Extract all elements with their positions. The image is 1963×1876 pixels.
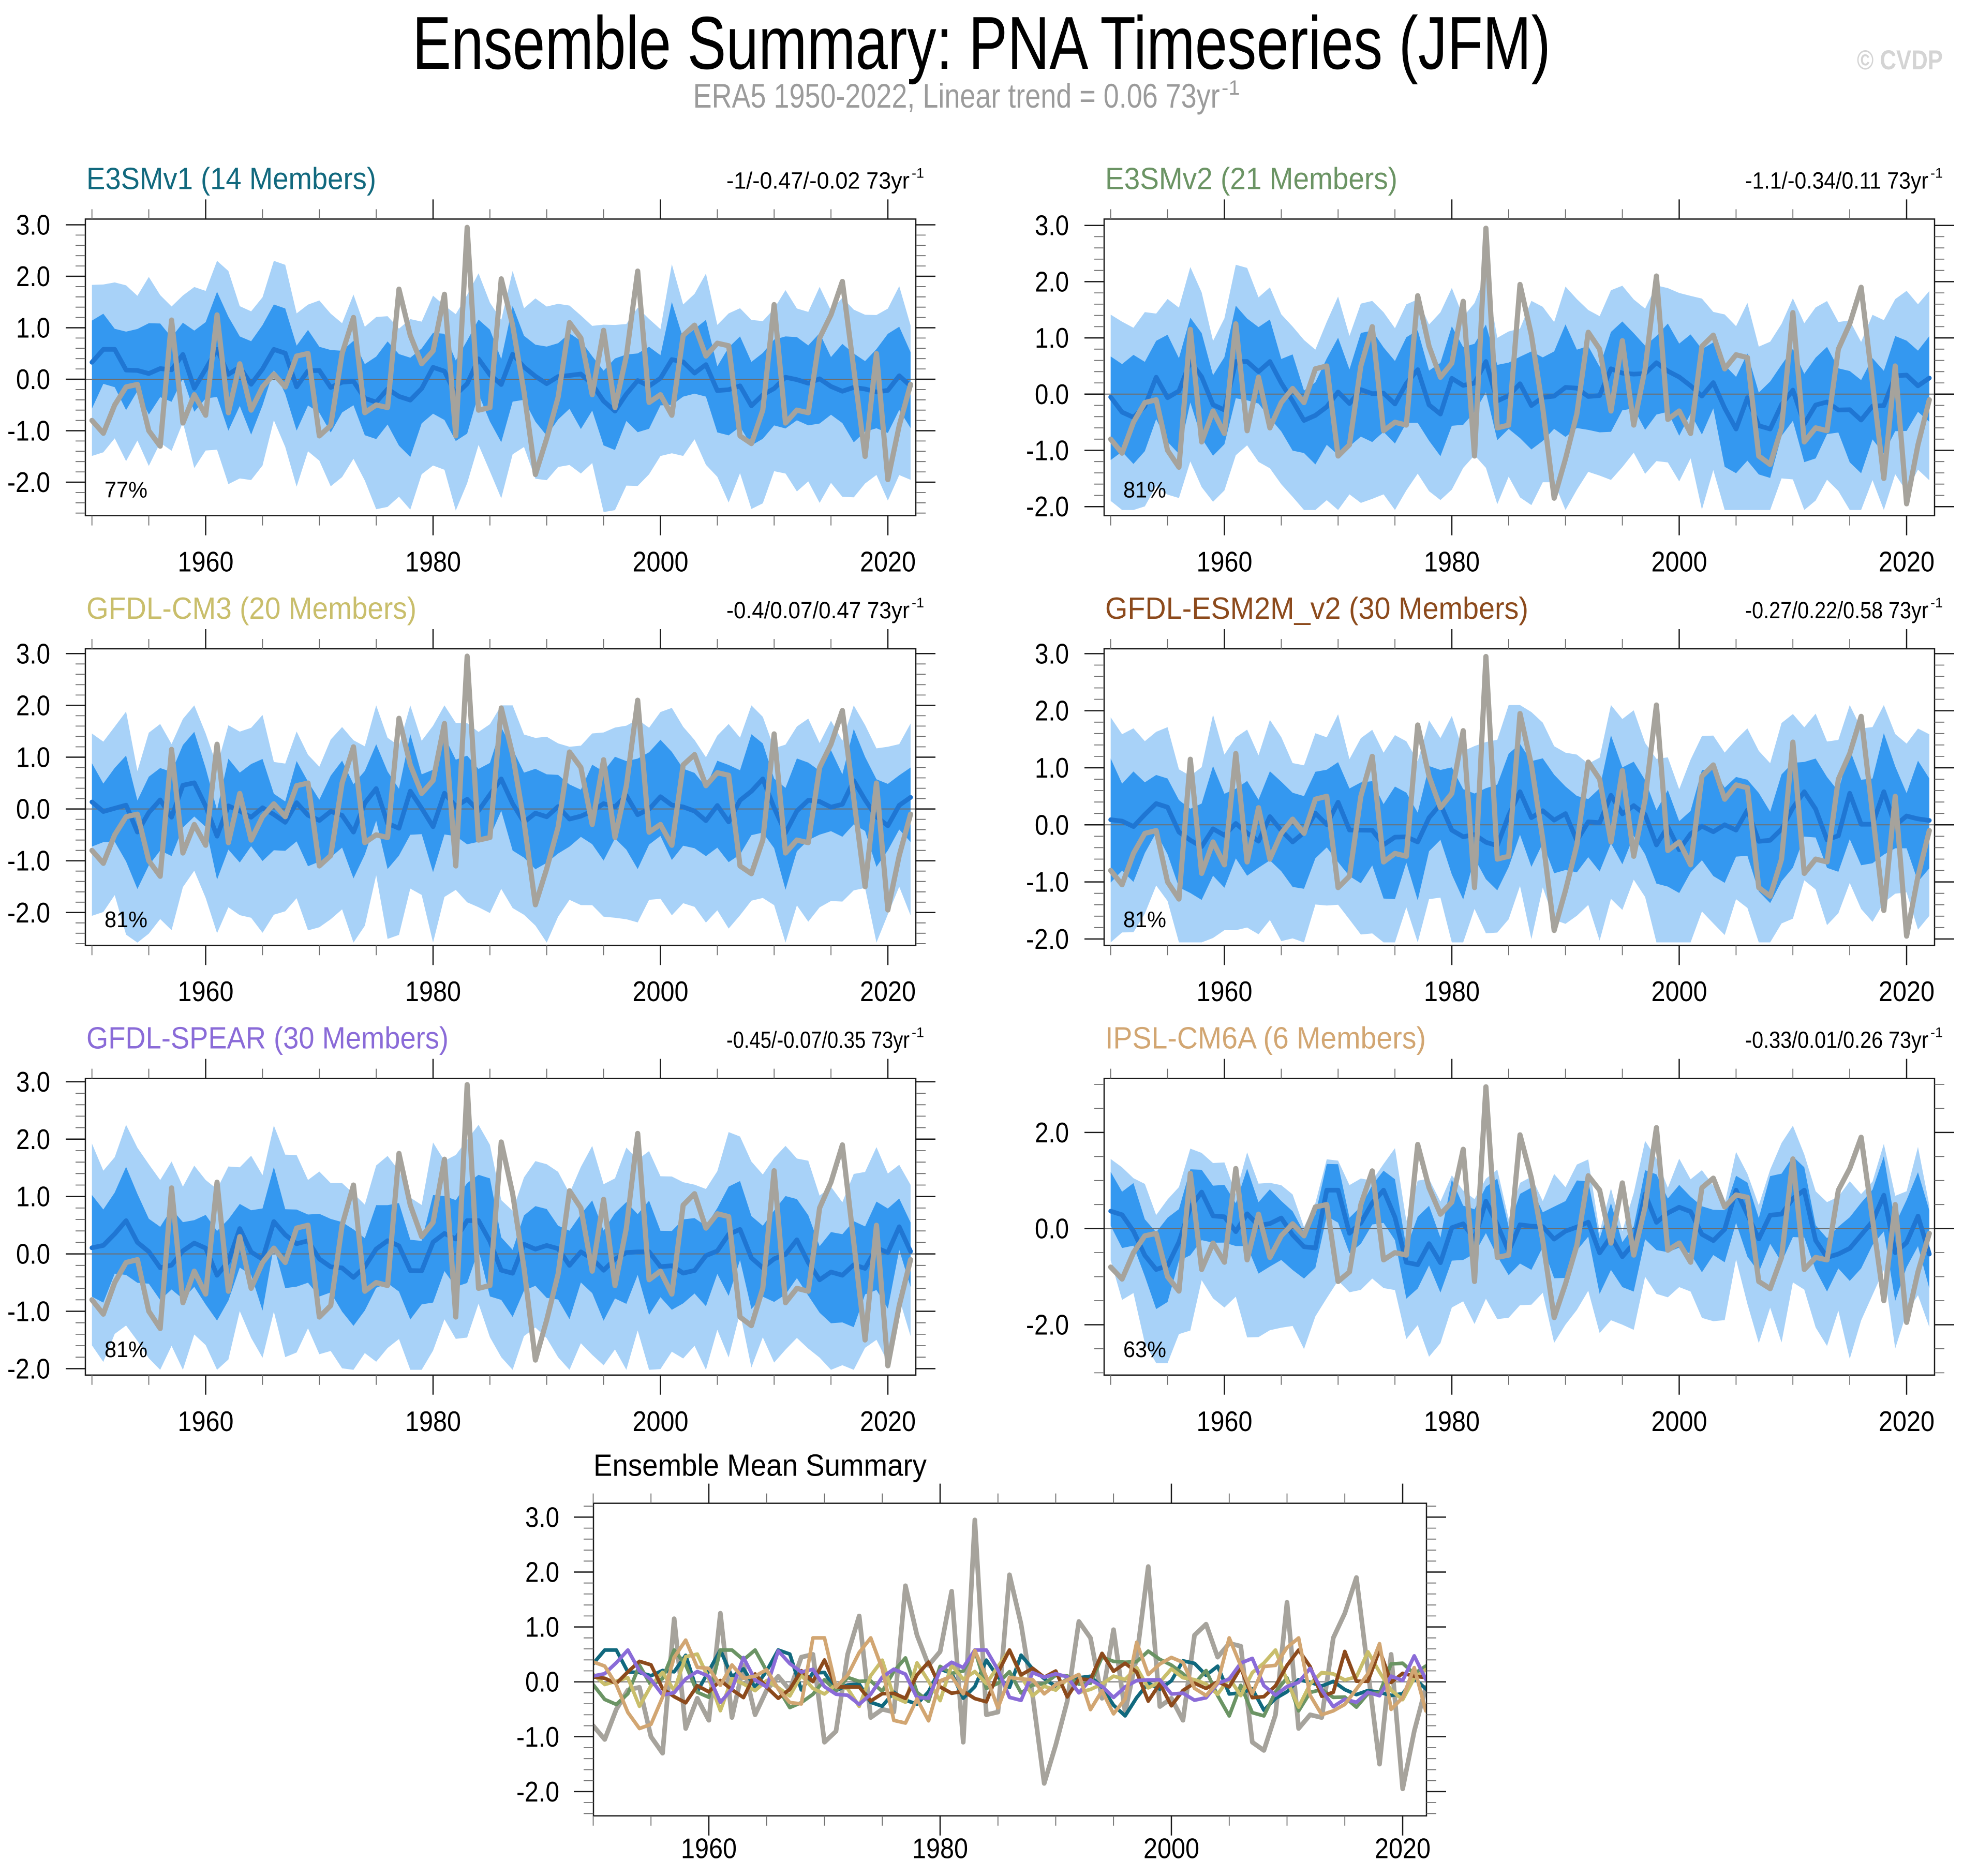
svg-text:0.0: 0.0 [525,1666,559,1698]
svg-text:-1.0: -1.0 [7,1296,50,1328]
svg-text:-1: -1 [912,165,924,181]
svg-text:-1: -1 [1930,1025,1943,1040]
svg-text:E3SMv1 (14 Members): E3SMv1 (14 Members) [86,161,376,196]
svg-text:1980: 1980 [405,975,461,1007]
svg-text:81%: 81% [105,1337,147,1362]
svg-text:2020: 2020 [860,1405,916,1437]
svg-text:1960: 1960 [1197,546,1253,578]
svg-text:81%: 81% [1123,478,1166,503]
svg-text:1.0: 1.0 [16,742,50,773]
svg-text:IPSL-CM6A (6 Members): IPSL-CM6A (6 Members) [1105,1021,1426,1055]
svg-text:1.0: 1.0 [16,312,50,344]
svg-text:2020: 2020 [860,975,916,1007]
svg-text:1980: 1980 [405,546,461,578]
svg-text:3.0: 3.0 [525,1501,559,1533]
svg-text:2000: 2000 [633,1405,689,1437]
svg-text:-1: -1 [1930,165,1943,181]
svg-text:© CVDP: © CVDP [1857,45,1943,76]
svg-text:1.0: 1.0 [525,1612,559,1643]
svg-text:1.0: 1.0 [1035,322,1069,354]
svg-text:1.0: 1.0 [16,1181,50,1213]
svg-text:-0.4/0.07/0.47 73yr: -0.4/0.07/0.47 73yr [726,597,910,623]
svg-text:-1/-0.47/-0.02 73yr: -1/-0.47/-0.02 73yr [726,167,910,193]
svg-text:-2.0: -2.0 [7,897,50,929]
svg-text:2.0: 2.0 [1035,695,1069,727]
svg-text:1980: 1980 [405,1405,461,1437]
svg-text:2000: 2000 [1652,975,1707,1007]
svg-text:2000: 2000 [633,546,689,578]
svg-text:Ensemble Mean Summary: Ensemble Mean Summary [593,1449,927,1483]
svg-text:0.0: 0.0 [1035,809,1069,841]
svg-text:2000: 2000 [1652,546,1707,578]
svg-text:-0.27/0.22/0.58 73yr: -0.27/0.22/0.58 73yr [1745,597,1928,623]
svg-text:1980: 1980 [1424,1405,1480,1437]
svg-text:1960: 1960 [178,1405,234,1437]
svg-text:2000: 2000 [633,975,689,1007]
svg-text:3.0: 3.0 [16,638,50,669]
svg-text:2020: 2020 [860,546,916,578]
svg-text:3.0: 3.0 [1035,638,1069,669]
svg-text:GFDL-CM3 (20 Members): GFDL-CM3 (20 Members) [86,591,417,626]
svg-text:2000: 2000 [1652,1405,1707,1437]
svg-text:-1: -1 [912,1025,924,1040]
svg-text:2.0: 2.0 [16,1124,50,1155]
svg-text:2.0: 2.0 [16,261,50,292]
svg-text:1960: 1960 [178,546,234,578]
svg-text:-2.0: -2.0 [7,1353,50,1384]
svg-text:-2.0: -2.0 [1026,924,1069,955]
svg-text:1980: 1980 [1424,546,1480,578]
svg-text:ERA5 1950-2022, Linear trend =: ERA5 1950-2022, Linear trend = 0.06 73yr [693,77,1220,115]
svg-text:3.0: 3.0 [16,210,50,241]
svg-text:2.0: 2.0 [1035,1117,1069,1149]
svg-text:77%: 77% [105,478,147,503]
svg-text:3.0: 3.0 [1035,210,1069,242]
svg-text:1.0: 1.0 [1035,752,1069,784]
svg-text:2.0: 2.0 [1035,266,1069,297]
svg-text:-2.0: -2.0 [516,1776,559,1808]
svg-text:-1: -1 [1930,595,1943,611]
svg-text:-0.33/0.01/0.26 73yr: -0.33/0.01/0.26 73yr [1745,1027,1928,1053]
svg-text:81%: 81% [1123,907,1166,932]
svg-text:-1.0: -1.0 [1026,435,1069,467]
svg-text:E3SMv2 (21 Members): E3SMv2 (21 Members) [1105,161,1397,196]
svg-text:1980: 1980 [912,1833,968,1865]
svg-text:0.0: 0.0 [16,1239,50,1270]
svg-text:2020: 2020 [1879,975,1935,1007]
svg-text:2.0: 2.0 [16,690,50,721]
svg-text:-1.0: -1.0 [516,1721,559,1753]
svg-text:-2.0: -2.0 [1026,1309,1069,1341]
svg-text:2020: 2020 [1879,546,1935,578]
svg-text:-2.0: -2.0 [7,467,50,498]
svg-text:-1: -1 [1222,77,1240,99]
svg-text:-1.0: -1.0 [1026,867,1069,898]
svg-text:3.0: 3.0 [16,1066,50,1098]
svg-text:-1.1/-0.34/0.11 73yr: -1.1/-0.34/0.11 73yr [1745,167,1928,193]
svg-text:-1.0: -1.0 [7,845,50,877]
svg-text:-1.0: -1.0 [7,415,50,447]
svg-text:0.0: 0.0 [16,364,50,395]
svg-text:1960: 1960 [1197,975,1253,1007]
svg-text:2020: 2020 [1375,1833,1431,1865]
svg-text:1980: 1980 [1424,975,1480,1007]
svg-text:1960: 1960 [178,975,234,1007]
svg-text:2.0: 2.0 [525,1557,559,1588]
svg-text:Ensemble Summary: PNA Timeseri: Ensemble Summary: PNA Timeseries (JFM) [412,1,1551,85]
svg-text:-0.45/-0.07/0.35 73yr: -0.45/-0.07/0.35 73yr [726,1027,910,1053]
svg-text:0.0: 0.0 [1035,1213,1069,1245]
svg-text:GFDL-SPEAR (30 Members): GFDL-SPEAR (30 Members) [86,1021,449,1055]
svg-text:1960: 1960 [681,1833,737,1865]
svg-text:2020: 2020 [1879,1405,1935,1437]
svg-text:-2.0: -2.0 [1026,491,1069,523]
svg-text:81%: 81% [105,907,147,932]
svg-text:0.0: 0.0 [1035,379,1069,410]
svg-text:-1: -1 [912,595,924,611]
svg-text:0.0: 0.0 [16,794,50,825]
svg-text:1960: 1960 [1197,1405,1253,1437]
svg-text:2000: 2000 [1143,1833,1199,1865]
svg-text:GFDL-ESM2M_v2 (30 Members): GFDL-ESM2M_v2 (30 Members) [1105,591,1528,626]
svg-text:63%: 63% [1123,1337,1166,1362]
